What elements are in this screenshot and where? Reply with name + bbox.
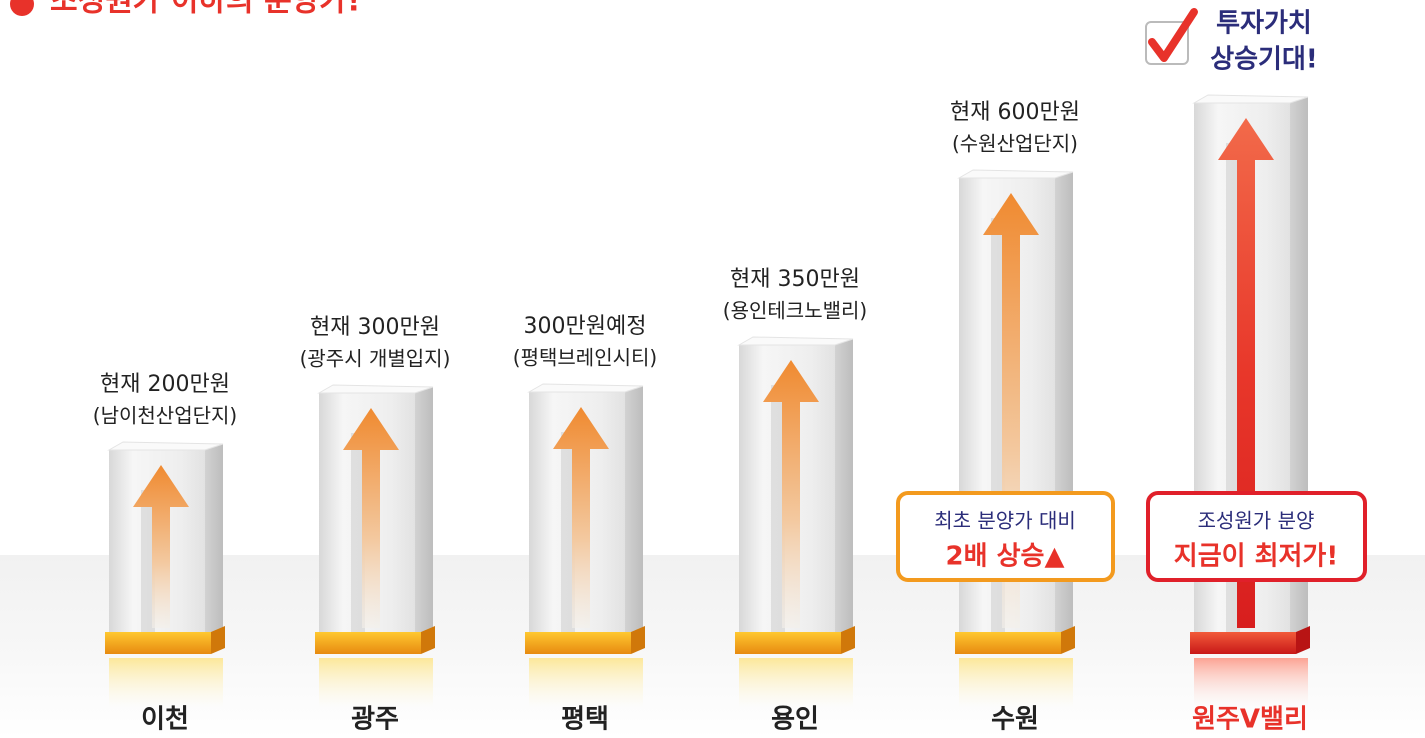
- badge: 투자가치 상승기대!: [1146, 9, 1318, 75]
- region-label: 평택: [561, 705, 609, 735]
- site-note: (광주시 개별입지): [300, 347, 451, 371]
- title: 조성원가 이하의 분양가!: [50, 0, 361, 19]
- callout: 조성원가 분양 지금이 최저가!: [1148, 493, 1365, 580]
- site-note: (수원산업단지): [952, 132, 1078, 156]
- pillar-top: [529, 384, 643, 392]
- callout-line: 조성원가 분양: [1198, 509, 1315, 533]
- pillar-base: [105, 632, 211, 654]
- pillar-top: [959, 170, 1073, 178]
- region-label: 이천: [141, 705, 189, 735]
- site-note: (용인테크노밸리): [723, 299, 867, 323]
- price: 현재 200만원: [100, 372, 230, 397]
- pillar-top: [319, 385, 433, 393]
- pillar-base: [1190, 632, 1296, 654]
- region-label: 광주: [351, 705, 399, 735]
- base-glow: [739, 658, 853, 708]
- region-label: 원주V밸리: [1192, 705, 1308, 735]
- pillar: 광주 현재 300만원 (광주시 개별입지): [300, 315, 451, 735]
- base-glow: [959, 658, 1073, 708]
- pillar-top: [739, 337, 853, 345]
- callout: 최초 분양가 대비 2배 상승▲: [898, 493, 1113, 580]
- price: 현재 350만원: [730, 267, 860, 292]
- badge-line: 상승기대!: [1210, 45, 1318, 75]
- pillar-side: [415, 387, 433, 640]
- base-glow: [529, 658, 643, 708]
- pillar-side: [625, 386, 643, 640]
- price: 현재 300만원: [310, 315, 440, 340]
- pillar: 수원 현재 600만원 (수원산업단지): [950, 100, 1080, 735]
- site-note: (남이천산업단지): [93, 404, 237, 428]
- base-glow: [1194, 658, 1308, 708]
- pillar-side: [205, 444, 223, 640]
- pillar-base: [955, 632, 1061, 654]
- price: 300만원예정: [524, 314, 647, 339]
- title-bullet: [10, 0, 34, 16]
- pillar-base: [525, 632, 631, 654]
- pillar-side: [835, 339, 853, 640]
- region-label: 수원: [991, 705, 1039, 735]
- badge-line: 투자가치: [1216, 9, 1312, 39]
- callout-line: 지금이 최저가!: [1174, 542, 1338, 572]
- pillar: 원주V밸리: [1190, 95, 1310, 735]
- pillar: 용인 현재 350만원 (용인테크노밸리): [723, 267, 867, 735]
- pillar: 평택 300만원예정 (평택브레인시티): [513, 314, 657, 735]
- infographic: 조성원가 이하의 분양가! 투자가치 상승기대! 이천 현재 200만원 (남이천산…: [0, 0, 1425, 738]
- base-glow: [109, 658, 223, 708]
- pillar-top: [109, 442, 223, 450]
- pillar-base: [735, 632, 841, 654]
- site-note: (평택브레인시티): [513, 346, 657, 370]
- callout-line: 2배 상승▲: [946, 542, 1065, 572]
- pillar-base: [315, 632, 421, 654]
- pillar: 이천 현재 200만원 (남이천산업단지): [93, 372, 237, 735]
- price: 현재 600만원: [950, 100, 1080, 125]
- region-label: 용인: [771, 705, 819, 735]
- base-glow: [319, 658, 433, 708]
- callout-line: 최초 분양가 대비: [934, 509, 1076, 533]
- pillar-top: [1194, 95, 1308, 103]
